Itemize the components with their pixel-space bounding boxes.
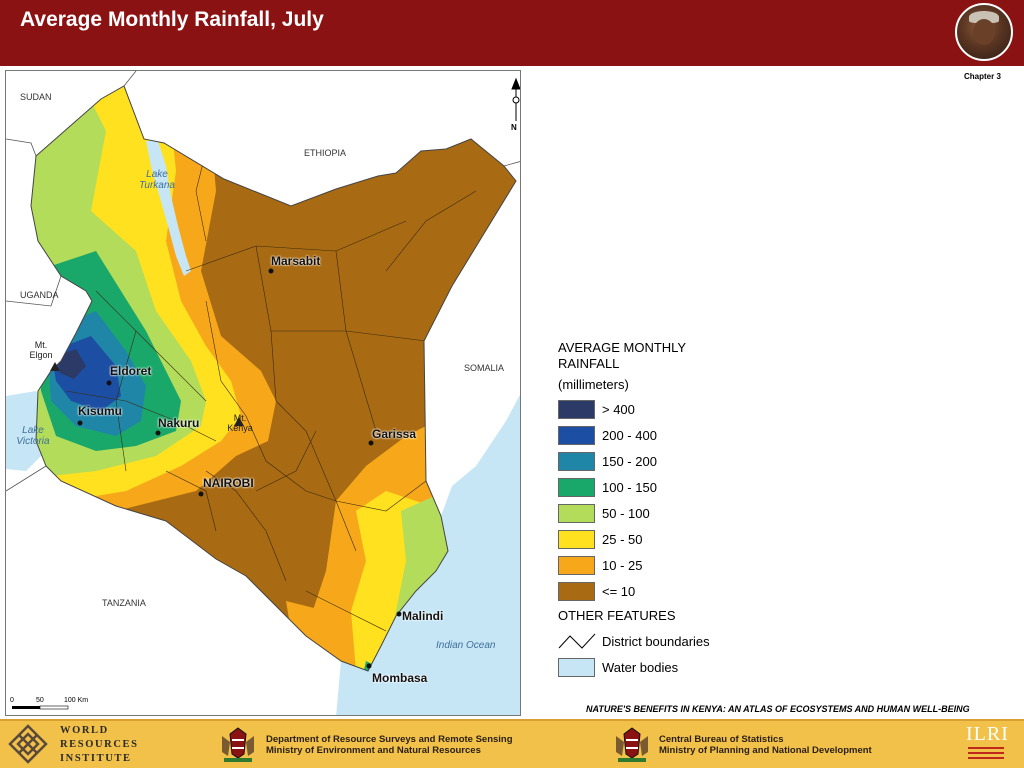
malindi-dot (396, 611, 402, 617)
marsabit-dot (268, 268, 274, 274)
scale-tick-50: 50 (36, 697, 44, 704)
legend-units: (millimeters) (558, 377, 629, 392)
wri-line-1: WORLD (60, 725, 109, 736)
legend-swatch (558, 478, 595, 497)
town-label-kisumu: Kisumu (78, 404, 123, 418)
legend-label: 25 - 50 (602, 532, 643, 547)
mt-kenya-triangle (234, 417, 244, 426)
legend-swatch (558, 582, 595, 601)
title-bar: Average Monthly Rainfall, July (0, 0, 1024, 66)
page-title: Average Monthly Rainfall, July (20, 8, 324, 31)
legend-swatch (558, 426, 595, 445)
scale-bar (12, 705, 69, 710)
indian-ocean-label: Indian Ocean (436, 640, 496, 651)
town-label-garissa: Garissa (372, 427, 417, 441)
mountain-markers (50, 362, 244, 426)
town-label-marsabit: Marsabit (271, 254, 321, 268)
town-label-eldoret: Eldoret (110, 364, 152, 378)
town-label-malindi: Malindi (402, 609, 444, 623)
dept2-line-2: Ministry of Planning and National Develo… (659, 745, 872, 756)
nakuru-dot (155, 430, 161, 436)
legend-swatch (558, 504, 595, 523)
legend-label: 150 - 200 (602, 454, 657, 469)
kenya-coat-of-arms-icon (616, 727, 648, 762)
district-boundary-line-icon (558, 633, 596, 649)
other-features-title: OTHER FEATURES (558, 608, 676, 623)
town-label-nairobi: NAIROBI (203, 476, 254, 490)
legend-label: 100 - 150 (602, 480, 657, 495)
dept1-line-1: Department of Resource Surveys and Remot… (266, 734, 513, 745)
country-label-somalia: SOMALIA (464, 363, 505, 373)
legend-label: Water bodies (602, 660, 679, 675)
lake-turkana-label: Lake Turkana (139, 169, 175, 191)
legend-swatch (558, 400, 595, 419)
ilri-logo-stripes (968, 747, 1004, 763)
district-boundaries (65, 150, 477, 632)
mt-elgon-triangle (50, 362, 60, 371)
legend-label: > 400 (602, 402, 635, 417)
lake-victoria-label: Lake Victoria (16, 425, 50, 447)
legend-label: <= 10 (602, 584, 636, 599)
north-arrow-label: N (511, 123, 517, 132)
scale-tick-100: 100 Km (64, 697, 89, 704)
wri-line-2: RESOURCES (60, 739, 139, 750)
country-label-sudan: SUDAN (20, 92, 52, 102)
photo-cap (969, 11, 999, 23)
map-canvas (6, 71, 520, 715)
kenya-border (30, 85, 517, 672)
legend-swatch (558, 530, 595, 549)
footer-bar: WORLD RESOURCES INSTITUTE Department of … (0, 719, 1024, 768)
town-label-mombasa: Mombasa (372, 671, 428, 685)
map-legend: AVERAGE MONTHLY RAINFALL (millimeters) >… (558, 340, 758, 677)
international-boundaries (6, 71, 520, 492)
rainfall-map: SUDAN ETHIOPIA UGANDA SOMALIA TANZANIA L… (5, 70, 521, 716)
scale-tick-0: 0 (10, 697, 14, 704)
town-label-nakuru: Nakuru (158, 416, 200, 430)
legend-swatch (558, 556, 595, 575)
mombasa-dot (366, 663, 372, 669)
header-photo-thumbnail (955, 3, 1013, 61)
wri-line-3: INSTITUTE (60, 753, 132, 764)
kisumu-dot (77, 420, 83, 426)
mt-kenya-label: Mt. Kenya (227, 413, 253, 433)
eldoret-dot (106, 380, 112, 386)
kenya-coat-of-arms-icon (222, 727, 254, 762)
legend-label: District boundaries (602, 634, 710, 649)
legend-swatch (558, 658, 595, 677)
country-label-tanzania: TANZANIA (102, 598, 146, 608)
wri-knot-logo-icon (8, 724, 48, 764)
town-markers (77, 268, 402, 669)
legend-label: 200 - 400 (602, 428, 657, 443)
garissa-dot (368, 440, 374, 446)
atlas-title: NATURE'S BENEFITS IN KENYA: AN ATLAS OF … (586, 704, 970, 714)
dept2-line-1: Central Bureau of Statistics (659, 734, 784, 745)
north-arrow (511, 77, 520, 121)
legend-label: 10 - 25 (602, 558, 643, 573)
dept1-line-2: Ministry of Environment and Natural Reso… (266, 745, 481, 756)
country-label-ethiopia: ETHIOPIA (304, 148, 347, 158)
indian-ocean-water (336, 394, 520, 715)
nairobi-dot (198, 491, 204, 497)
legend-swatch (558, 452, 595, 471)
chapter-label: Chapter 3 (964, 72, 1001, 81)
legend-title: AVERAGE MONTHLY RAINFALL (558, 340, 686, 371)
ilri-logo-text: ILRI (966, 723, 1009, 745)
lake-turkana-water (146, 141, 191, 276)
mt-elgon-label: Mt. Elgon (29, 340, 53, 360)
country-label-uganda: UGANDA (20, 290, 59, 300)
photo-face (973, 19, 995, 45)
legend-label: 50 - 100 (602, 506, 650, 521)
